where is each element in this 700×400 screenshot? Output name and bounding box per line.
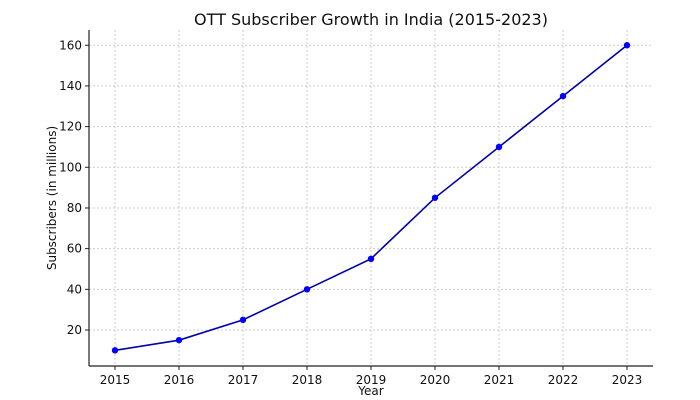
x-tick-label: 2017 bbox=[228, 373, 259, 387]
x-tick-label: 2019 bbox=[356, 373, 387, 387]
data-point bbox=[175, 336, 183, 344]
x-tick-label: 2023 bbox=[612, 373, 643, 387]
y-axis-label: Subscribers (in millions) bbox=[45, 126, 59, 270]
data-point bbox=[623, 42, 631, 49]
y-tick-label: 60 bbox=[67, 242, 82, 256]
series bbox=[111, 42, 631, 354]
tick-labels: 2015 2016 2017 2018 2019 2020 2021 2022 2023 20 40… bbox=[59, 38, 642, 387]
y-tick-label: 80 bbox=[67, 201, 82, 215]
data-point bbox=[559, 92, 567, 100]
x-tick-label: 2021 bbox=[484, 373, 515, 387]
x-tick-label: 2016 bbox=[164, 373, 195, 387]
x-tick-label: 2020 bbox=[420, 373, 451, 387]
grid bbox=[89, 30, 653, 366]
y-tick-label: 140 bbox=[59, 79, 82, 93]
y-tick-label: 120 bbox=[59, 120, 82, 134]
x-tick-label: 2018 bbox=[292, 373, 323, 387]
y-tick-label: 100 bbox=[59, 160, 82, 174]
y-tick-label: 160 bbox=[59, 38, 82, 52]
x-tick-label: 2015 bbox=[100, 373, 131, 387]
y-tick-label: 20 bbox=[67, 323, 82, 337]
chart-title: OTT Subscriber Growth in India (2015-202… bbox=[194, 10, 548, 29]
data-point bbox=[367, 255, 375, 263]
x-tick-label: 2022 bbox=[548, 373, 579, 387]
data-point bbox=[431, 194, 439, 201]
data-point bbox=[111, 347, 119, 354]
data-point bbox=[303, 286, 311, 293]
data-point bbox=[495, 143, 503, 151]
data-point bbox=[239, 316, 247, 324]
axes bbox=[85, 30, 653, 370]
y-tick-label: 40 bbox=[67, 282, 82, 296]
x-axis-label: Year bbox=[357, 384, 383, 398]
